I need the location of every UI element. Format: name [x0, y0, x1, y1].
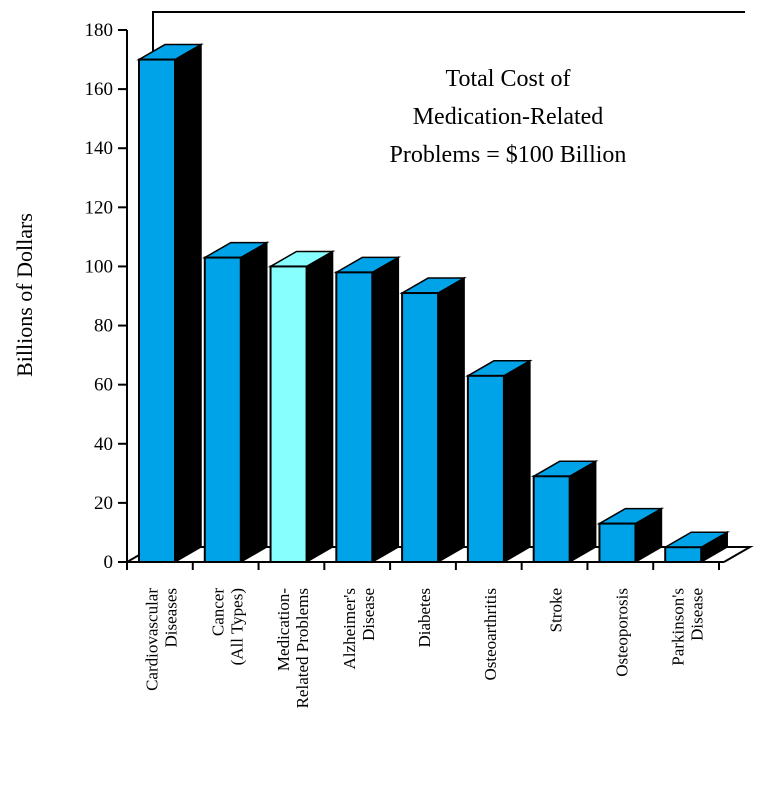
bar-front-face [335, 271, 374, 563]
annotation-line: Total Cost of [446, 66, 571, 92]
annotation-line: Problems = $100 Billion [390, 142, 627, 168]
bar-front-face [203, 256, 242, 563]
y-tick-label: 0 [104, 552, 114, 573]
bar-side-face [437, 276, 465, 564]
bar-front-face [401, 292, 440, 563]
y-tick-label: 20 [94, 493, 113, 514]
bars-group [136, 43, 731, 564]
y-tick-label: 100 [85, 256, 114, 277]
bar [267, 250, 336, 564]
y-tick-label: 60 [94, 375, 113, 396]
bar-side-face [305, 250, 334, 564]
x-axis-category-labels: Cardiovascular Diseases Cancer (All Types) M… [143, 588, 707, 709]
x-category-label: (All Types) [227, 588, 246, 665]
bar-side-face [240, 241, 268, 564]
y-tick-label: 120 [85, 197, 114, 218]
bar [333, 256, 402, 564]
y-tick-label: 160 [85, 79, 114, 100]
x-category-label: Cancer [208, 588, 227, 636]
x-category-label: Stroke [547, 588, 566, 632]
x-category-label: Related Problems [293, 588, 312, 708]
chart-annotation: Total Cost of Medication-Related Problems … [390, 66, 627, 168]
x-category-label: Parkinson's [669, 588, 688, 666]
bar-front-face [138, 58, 176, 564]
bar-front-face [269, 265, 308, 563]
bar-front-face [532, 475, 571, 563]
y-tick-label: 80 [94, 316, 113, 337]
y-tick-label: 140 [85, 138, 114, 159]
bar [530, 459, 599, 564]
bar [201, 241, 270, 564]
y-axis-ticks: 0 20 40 60 80 100 120 140 160 180 [85, 20, 127, 573]
annotation-line: Medication-Related [413, 104, 604, 130]
y-tick-label: 40 [94, 434, 113, 455]
x-category-label: Disease [688, 588, 707, 641]
bar-side-face [568, 459, 597, 564]
x-category-label: Osteoporosis [612, 588, 631, 677]
x-category-label: Diseases [162, 588, 181, 647]
x-category-label: Alzheimer's [340, 588, 359, 669]
bar-front-face [466, 374, 505, 563]
x-category-label: Osteoarthritis [481, 588, 500, 681]
bar [465, 359, 533, 564]
bar [662, 530, 731, 564]
y-axis-title: Billions of Dollars [12, 213, 37, 377]
bar [596, 507, 665, 564]
x-category-label: Cardiovascular [143, 588, 162, 691]
x-category-label: Medication- [274, 588, 293, 671]
y-tick-label: 180 [85, 20, 114, 41]
bar-front-face [598, 522, 637, 563]
x-category-label: Diabetes [415, 588, 434, 647]
bar [136, 43, 204, 564]
bar [399, 276, 467, 564]
bar-side-face [503, 359, 531, 564]
bar-side-face [174, 43, 202, 564]
bar-front-face [664, 546, 703, 564]
x-category-label: Disease [359, 588, 378, 641]
bar-side-face [371, 256, 400, 564]
